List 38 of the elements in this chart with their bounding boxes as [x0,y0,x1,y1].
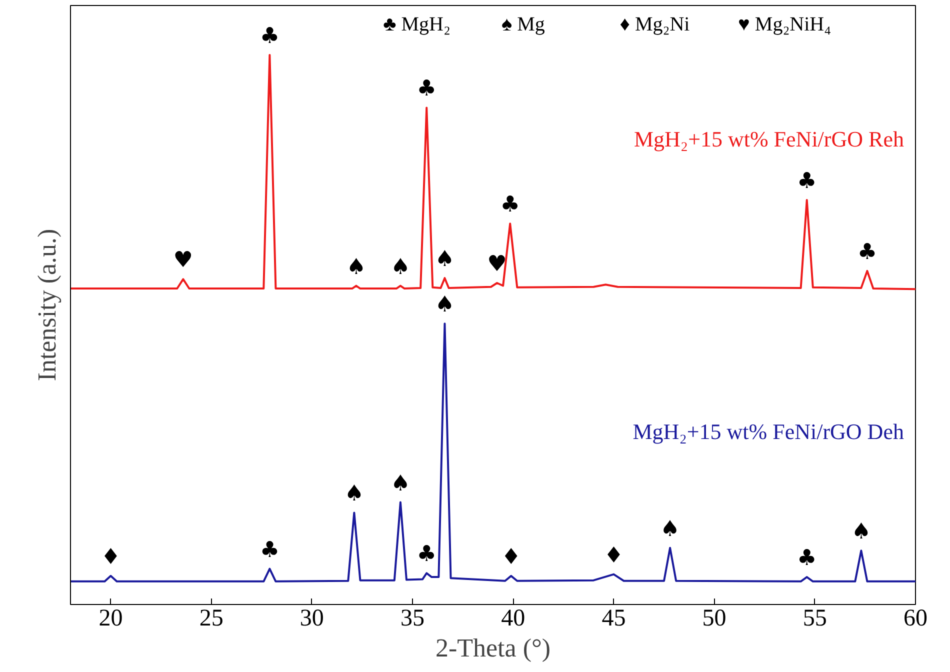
x-tick-label: 20 [98,606,123,632]
y-axis-title: Intensity (a.u.) [32,228,62,382]
x-axis-title: 2-Theta (°) [435,634,551,662]
x-tick-label: 45 [602,606,626,632]
annotation: ♣ [260,24,280,49]
annotation: ♠ [851,520,872,545]
annotation: ♠ [434,247,455,272]
annotation: ♣ [796,169,817,194]
x-tick-label: 55 [802,606,827,632]
x-tick-label: 50 [702,606,726,632]
text: ♠ Mg [501,14,545,36]
annotation: ♦ [501,544,521,570]
annotation: ♣ [857,240,878,265]
text: MgH₂+15 wt% FeNi/rGO Reh [634,126,904,152]
annotation: ♣ [260,538,280,563]
annotation: ♦ [100,544,121,570]
annotation: ♠ [390,471,410,496]
text: MgH₂+15 wt% FeNi/rGO Deh [632,419,904,444]
text: ♥ Mg₂NiH₄ [738,14,832,36]
annotation: ♠ [660,516,680,542]
x-tick-label: 25 [199,606,224,632]
x-tick-label: 40 [501,606,526,632]
x-tick-label: 35 [400,606,425,632]
annotation: ♣ [796,546,817,572]
annotation: ♠ [344,482,364,507]
x-tick-label: 30 [300,606,324,632]
text: ♣ MgH₂ [383,14,450,36]
annotation: ♦ [604,543,624,568]
annotation: ♥ [487,252,507,278]
annotation: ♣ [416,76,436,102]
annotation: ♥ [173,248,194,274]
x-tick-label: 60 [904,606,928,632]
annotation: ♠ [346,254,366,280]
text: ♦ Mg₂Ni [620,14,690,36]
annotation: ♣ [416,542,436,568]
annotation: ♠ [434,292,455,318]
annotation: ♠ [390,254,410,280]
annotation: ♣ [500,192,520,218]
